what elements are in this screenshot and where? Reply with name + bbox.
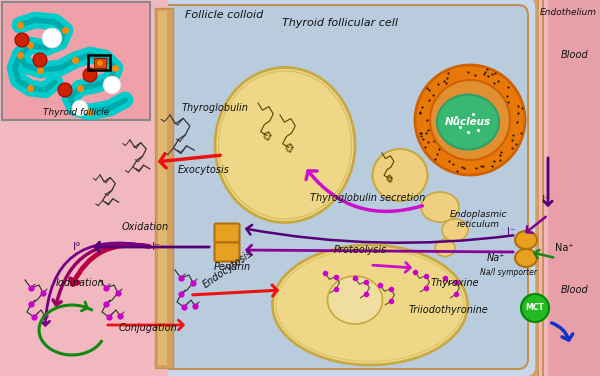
Circle shape bbox=[97, 59, 104, 67]
Text: Endoplasmic
reticulum: Endoplasmic reticulum bbox=[449, 210, 507, 229]
Ellipse shape bbox=[328, 276, 383, 324]
Text: Thyroglobulin: Thyroglobulin bbox=[182, 103, 249, 113]
Text: I⁻: I⁻ bbox=[508, 227, 516, 237]
Text: Thyroxine: Thyroxine bbox=[431, 278, 479, 288]
Circle shape bbox=[15, 33, 29, 47]
Ellipse shape bbox=[215, 68, 355, 223]
Ellipse shape bbox=[437, 94, 499, 150]
Bar bbox=[158, 11, 167, 365]
Text: Triiodothyronine: Triiodothyronine bbox=[408, 305, 488, 315]
Text: Iodination: Iodination bbox=[56, 278, 104, 288]
Text: Follicle colloid: Follicle colloid bbox=[185, 10, 263, 20]
Text: I⁻: I⁻ bbox=[541, 195, 551, 205]
Text: Na⁺: Na⁺ bbox=[555, 243, 574, 253]
Ellipse shape bbox=[272, 245, 467, 365]
Text: Conjugation: Conjugation bbox=[119, 323, 178, 333]
Text: Endocytosis: Endocytosis bbox=[201, 248, 255, 290]
Circle shape bbox=[72, 100, 88, 116]
Circle shape bbox=[58, 83, 72, 97]
Text: Exocytosis: Exocytosis bbox=[178, 165, 230, 175]
Ellipse shape bbox=[515, 231, 537, 249]
Text: Nucleus: Nucleus bbox=[445, 117, 491, 127]
Text: Na/I symporter: Na/I symporter bbox=[479, 268, 536, 277]
Bar bbox=[548, 0, 600, 376]
Circle shape bbox=[521, 294, 549, 322]
Text: Thyroglobulin secretion: Thyroglobulin secretion bbox=[310, 193, 425, 203]
Ellipse shape bbox=[421, 192, 459, 222]
Circle shape bbox=[33, 53, 47, 67]
Text: Proteolysis: Proteolysis bbox=[334, 245, 386, 255]
Text: Na⁺: Na⁺ bbox=[487, 253, 505, 263]
Bar bbox=[88, 55, 110, 70]
Text: Oxidation: Oxidation bbox=[121, 222, 169, 232]
Circle shape bbox=[42, 28, 62, 48]
FancyBboxPatch shape bbox=[215, 223, 239, 243]
Circle shape bbox=[415, 65, 525, 175]
Ellipse shape bbox=[435, 240, 455, 256]
Text: Blood: Blood bbox=[561, 50, 589, 60]
Circle shape bbox=[83, 68, 97, 82]
Bar bbox=[0, 0, 168, 376]
FancyBboxPatch shape bbox=[215, 243, 239, 261]
Text: Endothelium: Endothelium bbox=[539, 8, 596, 17]
FancyBboxPatch shape bbox=[143, 0, 537, 376]
Text: MCT: MCT bbox=[526, 303, 544, 312]
Bar bbox=[3, 3, 149, 119]
Text: I°: I° bbox=[73, 242, 82, 252]
Ellipse shape bbox=[373, 149, 427, 201]
Text: Thyroid follicle: Thyroid follicle bbox=[43, 108, 109, 117]
Text: Blood: Blood bbox=[561, 285, 589, 295]
FancyBboxPatch shape bbox=[2, 2, 150, 120]
Circle shape bbox=[430, 80, 510, 160]
Ellipse shape bbox=[515, 249, 537, 267]
Ellipse shape bbox=[442, 219, 468, 241]
Text: Pendrin: Pendrin bbox=[214, 262, 251, 272]
FancyBboxPatch shape bbox=[152, 5, 528, 369]
Bar bbox=[155, 8, 173, 368]
Circle shape bbox=[103, 76, 121, 94]
Text: Thyroid follicular cell: Thyroid follicular cell bbox=[282, 18, 398, 28]
Bar bbox=[94, 58, 106, 68]
Text: I⁻: I⁻ bbox=[152, 242, 161, 252]
